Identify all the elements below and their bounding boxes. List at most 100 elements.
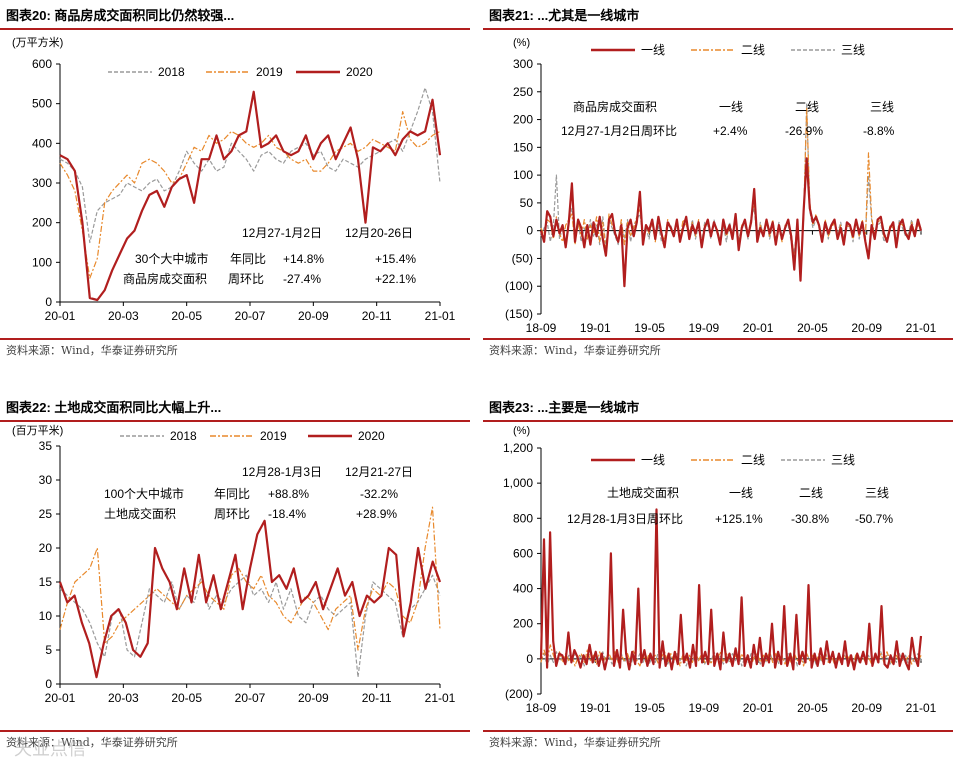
x-tick-label: 20-05 [797, 701, 828, 715]
annotation-col-header: 二线 [795, 100, 819, 114]
chart-svg: (%) (200) 0 200 400 600 800 1,000 1,200 18-09 19-0… [503, 425, 937, 715]
x-tick-label: 18-09 [526, 701, 557, 715]
x-tick-label: 20-01 [45, 691, 76, 705]
x-tick-label: 19-05 [634, 321, 665, 335]
annotation-label: 土地成交面积 [104, 506, 176, 521]
annotation-value: +88.8% [268, 487, 309, 501]
y-tick-label: (150) [505, 307, 533, 321]
chart-title: 图表21: ...尤其是一线城市 [483, 6, 953, 30]
x-tick-label: 20-11 [362, 309, 392, 323]
chart-title: 图表23: ...主要是一线城市 [483, 398, 953, 422]
x-tick-label: 20-09 [298, 691, 329, 705]
annotation-row-label: 周环比 [228, 272, 264, 286]
chart-source: 资料来源：Wind，华泰证券研究所 [0, 730, 470, 752]
legend-label: 二线 [741, 43, 765, 57]
y-tick-label: 0 [45, 295, 52, 309]
y-tick-label: 0 [526, 652, 533, 666]
x-tick-label: 19-09 [689, 701, 720, 715]
chart-svg: (百万平米) 0 5 10 15 20 25 30 35 20-01 20-03 20-05 20-07… [12, 424, 456, 705]
x-tick-label: 19-01 [580, 321, 611, 335]
y-tick-label: 150 [513, 140, 533, 154]
chart-panel-20: 图表20: 商品房成交面积同比仍然较强... (万平方米) 0 100 200 300 4… [0, 6, 470, 362]
chart-source: 资料来源：Wind，华泰证券研究所 [0, 338, 470, 360]
y-tick-label: 300 [32, 176, 52, 190]
x-tick-label: 20-03 [108, 309, 139, 323]
x-tick-label: 20-05 [171, 309, 202, 323]
chart-svg: (万平方米) 0 100 200 300 400 500 600 20-01 20-03 20-05… [12, 35, 456, 323]
annotation-col2-header: 12月20-26日 [345, 226, 413, 240]
annotation-value: -8.8% [863, 124, 895, 138]
legend-label: 一线 [641, 453, 665, 467]
y-tick-label: 30 [39, 473, 53, 487]
y-tick-label: 200 [32, 216, 52, 230]
y-tick-label: (50) [512, 251, 533, 265]
legend-label: 二线 [741, 453, 765, 467]
y-tick-label: 15 [39, 575, 53, 589]
watermark: 天业点信 [14, 739, 86, 760]
chart-svg: (%) (150) (100) (50) 0 50 100 150 200 250 300 18-09… [505, 37, 937, 335]
x-tick-label: 20-09 [298, 309, 329, 323]
annotation-label: 12月27-1月2日周环比 [561, 124, 677, 138]
annotation-col-header: 三线 [870, 100, 894, 114]
chart-source: 资料来源：Wind，华泰证券研究所 [483, 338, 953, 360]
legend-label: 一线 [641, 43, 665, 57]
chart-title: 图表22: 土地成交面积同比大幅上升... [0, 398, 470, 422]
y-axis-label: (%) [513, 37, 530, 49]
y-tick-label: 0 [45, 677, 52, 691]
annotation-value: +15.4% [375, 252, 416, 266]
chart-panel-21: 图表21: ...尤其是一线城市 (%) (150) (100) (50) 0 50 100… [483, 6, 953, 362]
annotation-label: 30个大中城市 [135, 251, 208, 266]
annotation-col-header: 一线 [729, 486, 753, 500]
y-axis-label: (万平方米) [12, 35, 63, 49]
annotation-row-label: 年同比 [214, 487, 250, 501]
y-tick-label: 400 [32, 136, 52, 150]
x-tick-label: 20-09 [851, 701, 882, 715]
series-line-2020 [58, 519, 442, 679]
annotation-label: 土地成交面积 [607, 485, 679, 500]
legend-label: 三线 [841, 43, 865, 57]
annotation-col-header: 一线 [719, 100, 743, 114]
annotation-label: 100个大中城市 [104, 486, 184, 501]
y-tick-label: (100) [505, 279, 533, 293]
annotation-label: 12月28-1月3日周环比 [567, 512, 683, 526]
annotation-value: -18.4% [268, 507, 306, 521]
series-line-2020 [59, 90, 442, 302]
annotation-row-label: 年同比 [230, 252, 266, 266]
legend-label: 2020 [358, 429, 385, 443]
y-tick-label: 600 [513, 546, 533, 560]
y-tick-label: 100 [513, 168, 533, 182]
x-tick-label: 21-01 [425, 691, 456, 705]
annotation-col1-header: 12月28-1月3日 [242, 465, 322, 479]
chart-title: 图表20: 商品房成交面积同比仍然较强... [0, 6, 470, 30]
annotation-value: +22.1% [375, 272, 416, 286]
x-tick-label: 18-09 [526, 321, 557, 335]
legend-label: 2019 [260, 429, 287, 443]
annotation-col2-header: 12月21-27日 [345, 465, 413, 479]
x-tick-label: 20-11 [362, 691, 392, 705]
annotation-value: +14.8% [283, 252, 324, 266]
legend-label: 2018 [170, 429, 197, 443]
y-tick-label: 500 [32, 97, 52, 111]
x-tick-label: 21-01 [906, 701, 937, 715]
x-tick-label: 20-01 [743, 701, 774, 715]
y-tick-label: 200 [513, 113, 533, 127]
series-line-一线 [539, 157, 923, 288]
annotation-value: +2.4% [713, 124, 748, 138]
y-tick-label: 400 [513, 582, 533, 596]
legend-label: 三线 [831, 453, 855, 467]
annotation-value: -50.7% [855, 512, 893, 526]
annotation-col1-header: 12月27-1月2日 [242, 226, 322, 240]
x-tick-label: 20-05 [171, 691, 202, 705]
y-tick-label: 0 [526, 224, 533, 238]
y-axis-label: (%) [513, 425, 530, 437]
series-line-2018 [59, 87, 441, 244]
legend-label: 2018 [158, 65, 185, 79]
x-tick-label: 20-09 [851, 321, 882, 335]
series-line-一线 [539, 508, 923, 671]
y-tick-label: 1,000 [503, 476, 533, 490]
annotation-value: -27.4% [283, 272, 321, 286]
x-tick-label: 19-09 [689, 321, 720, 335]
y-tick-label: 25 [39, 507, 53, 521]
annotation-value: -26.9% [785, 124, 823, 138]
y-tick-label: 300 [513, 57, 533, 71]
